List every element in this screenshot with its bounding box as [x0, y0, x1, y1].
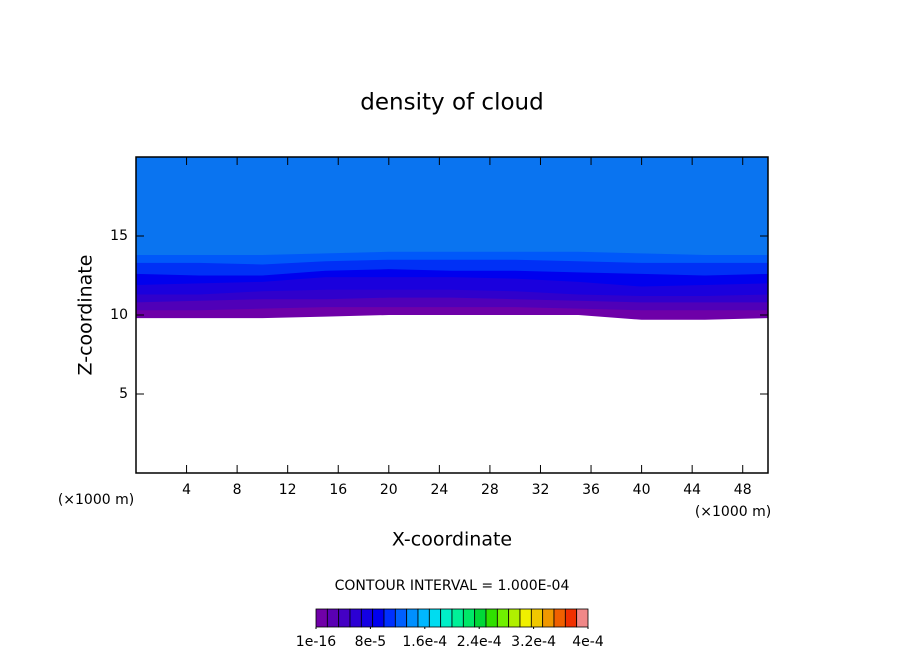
colorbar-tick-label: 8e-5 [355, 634, 386, 650]
colorbar-swatch [542, 608, 555, 628]
colorbar-swatch [383, 608, 396, 628]
colorbar-swatch [462, 608, 476, 628]
x-tick-label: 48 [734, 482, 752, 498]
y-unit-label: (×1000 m) [58, 492, 134, 508]
y-tick-label: 15 [110, 228, 128, 244]
colorbar-swatch [474, 608, 487, 628]
colorbar-tick-label: 1.6e-4 [402, 634, 447, 650]
colorbar-swatch [485, 608, 498, 628]
x-unit-label: (×1000 m) [695, 504, 771, 520]
x-axis-label: X-coordinate [392, 529, 512, 551]
y-tick-label: 5 [119, 386, 128, 402]
colorbar-swatch [360, 608, 374, 628]
x-tick-label: 20 [380, 482, 398, 498]
x-tick-label: 40 [633, 482, 651, 498]
contour-band [136, 157, 768, 255]
colorbar-swatch [530, 608, 544, 628]
contour-interval: CONTOUR INTERVAL = 1.000E-04 [335, 578, 570, 594]
colorbar-swatch [451, 608, 464, 628]
colorbar-tick-label: 1e-16 [296, 634, 336, 650]
colorbar-swatch [372, 608, 385, 628]
colorbar-swatch [553, 608, 566, 628]
colorbar-swatch [428, 608, 442, 628]
x-tick-label: 32 [532, 482, 550, 498]
colorbar-swatch [349, 608, 362, 628]
x-tick-label: 24 [430, 482, 448, 498]
colorbar-swatch [519, 608, 532, 628]
colorbar-swatch [417, 608, 430, 628]
colorbar-swatch [406, 608, 419, 628]
colorbar-swatch [338, 608, 351, 628]
colorbar-swatch [315, 608, 328, 628]
y-tick-label: 10 [110, 307, 128, 323]
colorbar-swatch [394, 608, 408, 628]
colorbar-swatch [576, 608, 589, 628]
x-tick-label: 12 [279, 482, 297, 498]
x-tick-label: 28 [481, 482, 499, 498]
chart-title: density of cloud [360, 90, 543, 116]
colorbar-swatch [496, 608, 510, 628]
x-tick-label: 36 [582, 482, 600, 498]
x-tick-label: 8 [233, 482, 242, 498]
x-tick-label: 16 [329, 482, 347, 498]
colorbar-swatch [564, 608, 578, 628]
y-axis-label: Z-coordinate [75, 255, 97, 376]
colorbar-tick-label: 2.4e-4 [457, 634, 502, 650]
x-tick-label: 4 [182, 482, 191, 498]
colorbar-tick-label: 4e-4 [572, 634, 604, 650]
colorbar-tick-label: 3.2e-4 [511, 634, 556, 650]
colorbar-swatch [326, 608, 340, 628]
x-tick-label: 44 [683, 482, 701, 498]
colorbar-swatch [440, 608, 453, 628]
colorbar-swatch [508, 608, 521, 628]
